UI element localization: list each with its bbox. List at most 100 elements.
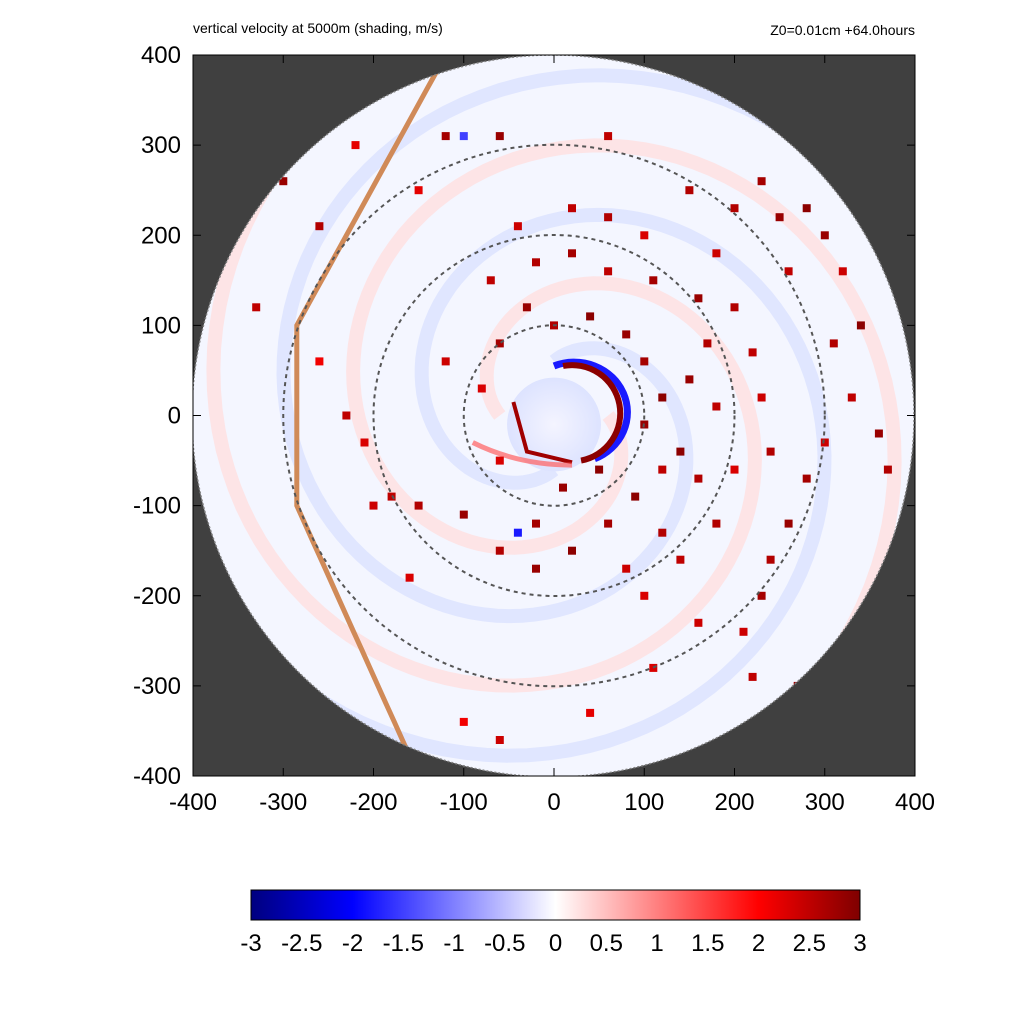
convective-cell (532, 258, 540, 267)
eyewall-tail (471, 440, 573, 468)
convective-cell (757, 177, 766, 186)
eyewall-downdraft (552, 358, 631, 463)
x-axis: -400 -300 -200 -100 0 100 200 300 400 (169, 55, 935, 816)
rainband (206, 110, 762, 693)
y-tick-label: 400 (141, 42, 181, 69)
y-tick-label: 300 (141, 132, 181, 159)
colorbar-tick-label: 2.5 (793, 930, 826, 957)
colorbar-tick-label: -3 (240, 930, 261, 957)
colorbar-tick-label: 0 (549, 930, 562, 957)
colorbar-tick-label: -0.5 (484, 930, 525, 957)
convective-cell (595, 465, 604, 474)
convective-cell (414, 501, 423, 510)
convective-cell (279, 177, 288, 186)
convective-cell (685, 186, 694, 195)
y-axis: 400 300 200 100 0 -100 -200 -300 -400 (133, 42, 915, 790)
convective-cell (315, 357, 324, 366)
convective-cell (513, 222, 522, 231)
convective-cell (559, 483, 567, 492)
convective-cell (658, 465, 667, 474)
convective-cell (495, 339, 504, 348)
convective-cell (784, 267, 793, 276)
convective-cell (829, 339, 838, 348)
convective-cell (730, 303, 739, 312)
convective-cell (712, 519, 721, 528)
convective-cell (486, 276, 495, 285)
convective-cell (360, 438, 369, 447)
convective-cell (856, 321, 865, 330)
colorbar-tick-label: 0.5 (590, 930, 623, 957)
rainband (346, 138, 902, 721)
convective-cell (874, 429, 883, 438)
colorbar-tick-label: -2.5 (281, 930, 322, 957)
eyewall-updraft (511, 401, 573, 465)
convective-cell (513, 528, 522, 537)
convective-cell (604, 132, 613, 141)
convective-cell (640, 231, 649, 240)
convective-cell (730, 204, 739, 213)
chart-subtitle: Z0=0.01cm +64.0hours (770, 22, 915, 38)
convective-cell (568, 204, 576, 213)
convective-cell (622, 564, 631, 573)
convective-cell (748, 348, 757, 357)
x-tick-label: 100 (624, 789, 664, 816)
convective-cell (694, 474, 703, 483)
eyewall (471, 358, 631, 472)
convective-cell (369, 501, 378, 510)
convective-cell (820, 231, 829, 240)
x-tick-label: 300 (805, 789, 845, 816)
convective-cell (315, 222, 324, 231)
convective-cell (351, 141, 360, 150)
range-ring (462, 324, 646, 507)
spiral-bands (206, 68, 902, 763)
convective-cell (685, 375, 694, 384)
convective-cell (586, 312, 595, 321)
convective-cell (712, 249, 721, 258)
colorbar-tick-label: -1.5 (383, 930, 424, 957)
colorbar-ticks: -3 -2.5 -2 -1.5 -1 -0.5 0 0.5 1 1.5 2 2.5 3 (240, 930, 866, 957)
convective-cell (441, 357, 450, 366)
convective-cell (640, 591, 649, 600)
convective-cell (757, 393, 766, 402)
convective-cell (604, 267, 613, 276)
convective-cell (568, 249, 576, 258)
convective-cell (252, 303, 261, 312)
convective-cell (495, 132, 504, 141)
convective-cell (820, 438, 829, 447)
convective-cell (631, 492, 640, 501)
convective-cell (766, 447, 775, 456)
convective-cell (342, 411, 351, 420)
convective-cell (775, 213, 784, 222)
convective-cell (802, 204, 811, 213)
convective-cell (748, 672, 757, 681)
convective-cell (676, 555, 685, 564)
x-tick-label: 400 (895, 789, 935, 816)
convective-cell (441, 132, 450, 141)
convective-cell (495, 736, 504, 744)
convective-cell (649, 276, 658, 285)
x-tick-label: -100 (440, 789, 488, 816)
convective-cell (604, 519, 613, 528)
convective-cell (495, 546, 504, 555)
convective-cell (459, 717, 468, 726)
convective-cell (532, 564, 540, 573)
convective-cell (414, 186, 423, 195)
convective-cells (252, 132, 892, 744)
colorbar-tick-label: 2 (752, 930, 765, 957)
convective-cell (387, 492, 396, 501)
convective-cell (405, 573, 414, 582)
colorbar-tick-label: -1 (443, 930, 464, 957)
convective-cell (883, 465, 892, 474)
x-tick-label: 0 (547, 789, 560, 816)
convective-cell (802, 474, 811, 483)
convective-cell (495, 456, 504, 465)
convective-cell (568, 546, 576, 555)
convective-cell (604, 213, 613, 222)
convective-cell (658, 393, 667, 402)
eye (507, 377, 601, 472)
y-tick-label: 200 (141, 222, 181, 249)
convective-cell (522, 303, 531, 312)
rainband (276, 68, 860, 624)
y-tick-label: -400 (133, 763, 181, 790)
